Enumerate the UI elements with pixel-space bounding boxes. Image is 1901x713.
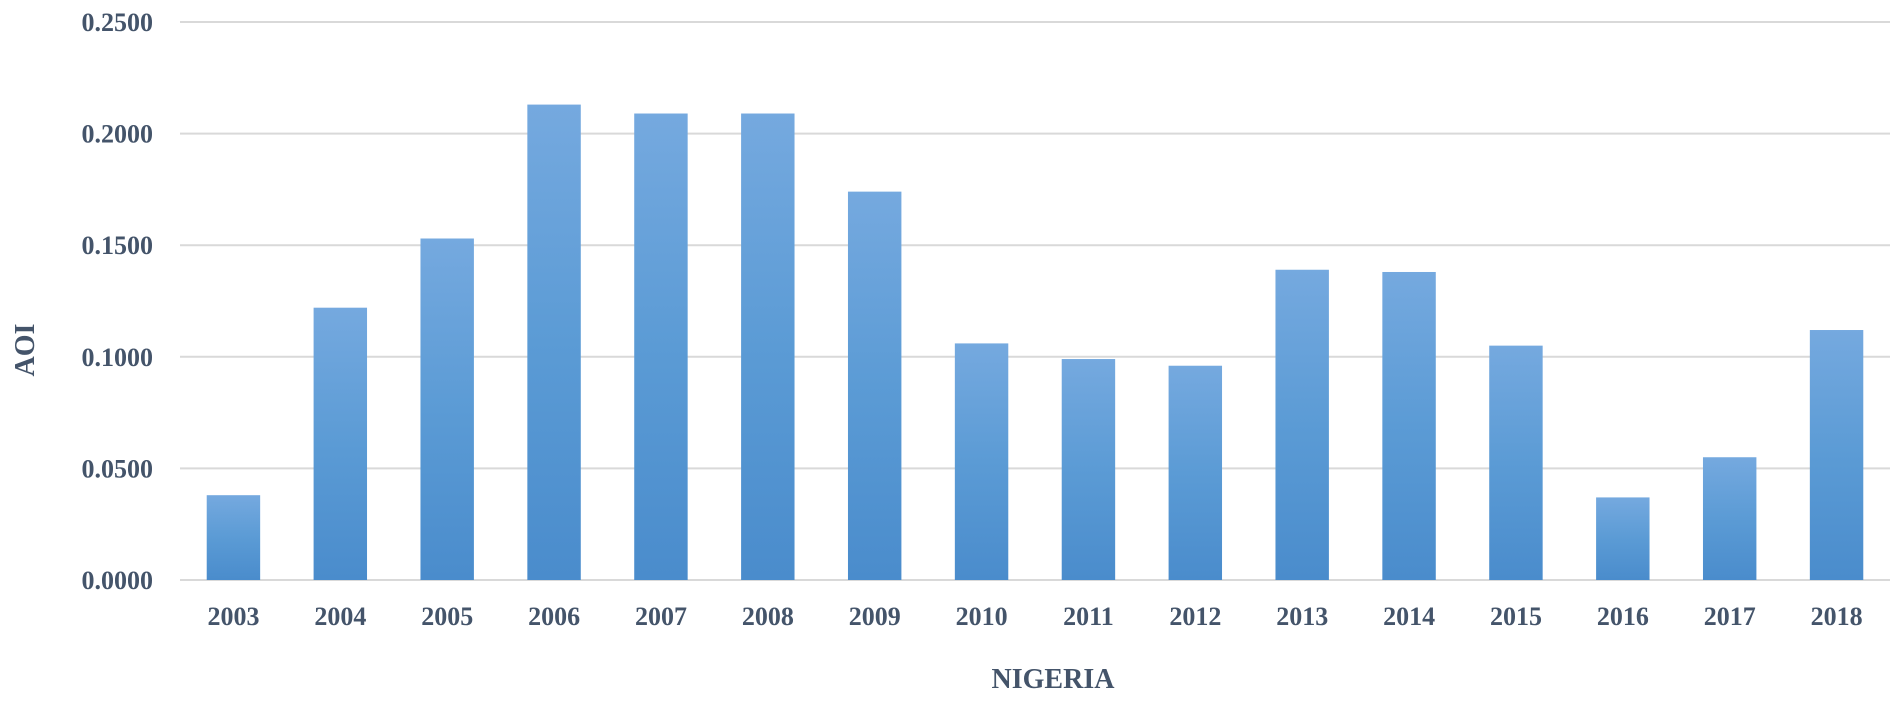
bar-2016 — [1596, 497, 1650, 580]
bar-2018 — [1809, 330, 1864, 580]
x-tick-label: 2018 — [1811, 602, 1863, 631]
bar-2003 — [206, 495, 261, 580]
x-tick-label: 2011 — [1063, 602, 1114, 631]
x-tick-label: 2013 — [1276, 602, 1328, 631]
x-tick-label: 2015 — [1490, 602, 1542, 631]
x-tick-label: 2009 — [849, 602, 901, 631]
bar-2011 — [1061, 359, 1116, 580]
bar-2017 — [1702, 457, 1757, 580]
x-tick-label: 2014 — [1383, 602, 1435, 631]
x-tick-label: 2005 — [421, 602, 473, 631]
y-axis-ticks: 0.0000 0.0500 0.1000 0.1500 0.2000 0.2500 — [82, 8, 154, 595]
bars — [206, 104, 1864, 581]
bar-2013 — [1275, 269, 1329, 580]
bar-2007 — [634, 113, 688, 581]
y-tick-label: 0.2500 — [82, 8, 154, 37]
x-tick-label: 2016 — [1597, 602, 1649, 631]
bar-2006 — [527, 104, 581, 581]
bar-2014 — [1382, 271, 1436, 580]
y-axis-title: AOI — [10, 324, 41, 377]
x-tick-label: 2010 — [956, 602, 1008, 631]
x-axis-title: NIGERIA — [992, 664, 1116, 695]
bar-2008 — [741, 113, 795, 581]
x-axis-ticks: 2003 2004 2005 2006 2007 2008 2009 2010 2011 2012… — [207, 602, 1862, 631]
x-tick-label: 2003 — [207, 602, 259, 631]
x-tick-label: 2007 — [635, 602, 687, 631]
y-tick-label: 0.0500 — [82, 454, 154, 483]
x-tick-label: 2012 — [1169, 602, 1221, 631]
bar-2010 — [954, 343, 1009, 580]
bar-2015 — [1489, 345, 1543, 580]
x-tick-label: 2017 — [1704, 602, 1756, 631]
x-tick-label: 2008 — [742, 602, 794, 631]
bar-2012 — [1168, 365, 1223, 580]
bar-2004 — [313, 307, 368, 580]
x-tick-label: 2004 — [314, 602, 366, 631]
y-tick-label: 0.2000 — [82, 120, 154, 149]
bar-2005 — [420, 238, 474, 580]
y-tick-label: 0.0000 — [82, 566, 154, 595]
y-tick-label: 0.1500 — [82, 231, 154, 260]
x-tick-label: 2006 — [528, 602, 580, 631]
y-tick-label: 0.1000 — [82, 343, 154, 372]
bar-2009 — [847, 191, 902, 580]
